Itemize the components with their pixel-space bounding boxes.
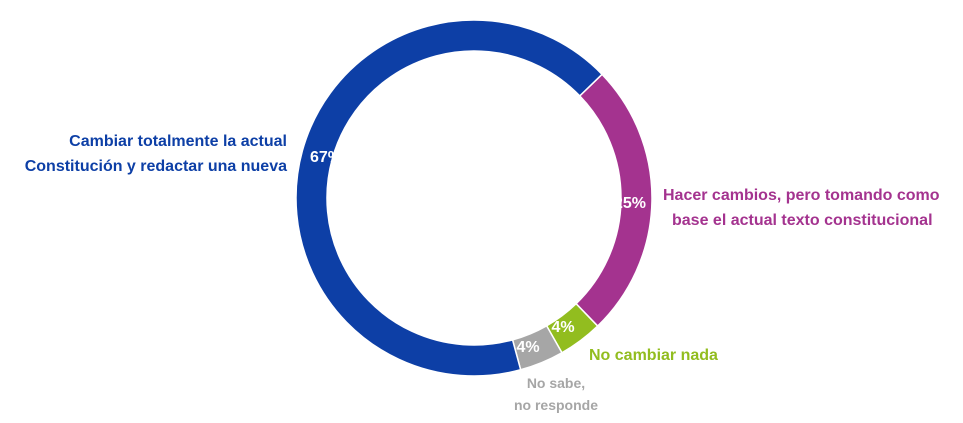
category-label-cambiar-totalmente-line1: Cambiar totalmente la actual [69,133,287,150]
slice-value-labels: 67% 25% 4% 4% [310,149,646,356]
value-label-no-cambiar: 4% [551,319,574,336]
category-label-no-sabe-line1: No sabe, [527,375,585,391]
slice-cambiar-totalmente [295,19,604,377]
category-label-cambiar-totalmente-line2: Constitución y redactar una nueva [25,158,287,175]
value-label-25: 25% [614,195,646,212]
donut-slices [295,19,653,377]
category-labels: Cambiar totalmente la actual Constitució… [25,133,940,413]
category-label-no-cambiar-nada: No cambiar nada [589,347,718,364]
category-label-no-sabe-line2: no responde [514,397,598,413]
value-label-no-sabe: 4% [516,339,539,356]
category-label-hacer-cambios-line1: Hacer cambios, pero tomando como [663,187,940,204]
value-label-67: 67% [310,149,342,166]
category-label-hacer-cambios-line2: base el actual texto constitucional [672,212,933,229]
